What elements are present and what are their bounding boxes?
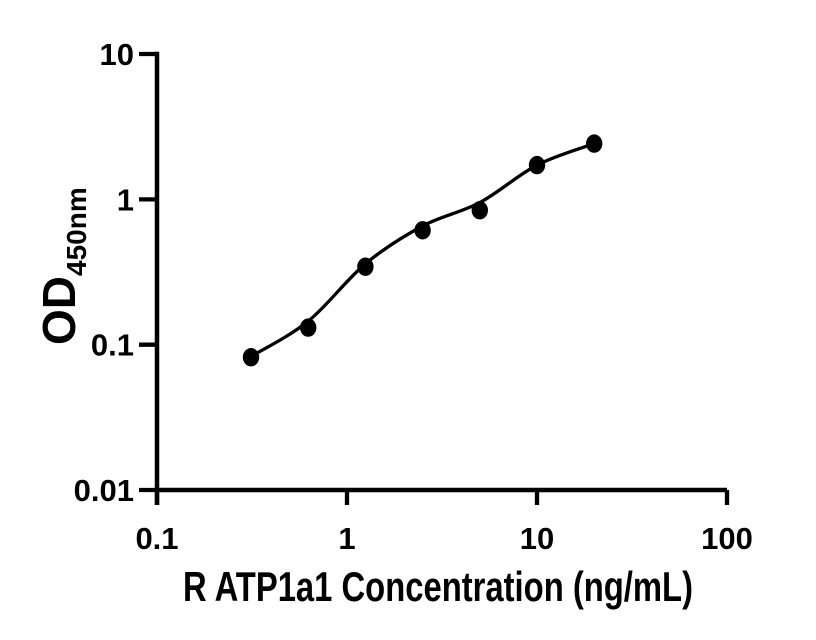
x-axis-title: R ATP1a1 Concentration (ng/mL) bbox=[183, 563, 693, 610]
data-point bbox=[300, 318, 317, 337]
data-point bbox=[586, 134, 603, 153]
data-point bbox=[242, 348, 260, 367]
data-point bbox=[528, 155, 546, 175]
y-tick-label: 1 bbox=[117, 182, 134, 217]
y-tick-label: 10 bbox=[100, 37, 134, 72]
data-point bbox=[471, 201, 488, 220]
y-axis-title-subscript: 450nm bbox=[61, 187, 92, 276]
x-tick-label: 1 bbox=[338, 521, 355, 556]
y-tick-label: 0.01 bbox=[74, 473, 134, 508]
y-tick-label: 0.1 bbox=[91, 328, 134, 363]
x-tick-label: 0.1 bbox=[135, 521, 178, 556]
data-point bbox=[414, 221, 431, 240]
x-tick-label: 10 bbox=[520, 521, 554, 556]
x-tick-label: 100 bbox=[701, 521, 753, 556]
y-axis-title: OD450nm bbox=[33, 187, 92, 345]
data-point bbox=[357, 257, 374, 276]
